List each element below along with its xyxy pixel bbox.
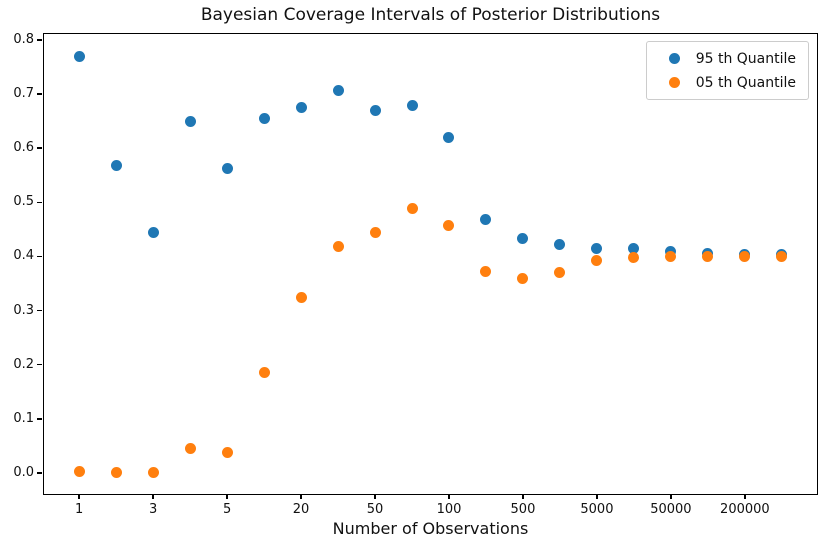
data-point-05th (776, 250, 788, 262)
data-point-95th (110, 160, 122, 171)
legend-marker-05th-icon (668, 77, 680, 88)
data-point-05th (702, 250, 714, 262)
data-point-95th (73, 50, 85, 62)
data-point-95th (406, 99, 418, 111)
legend-marker-95th-icon (668, 53, 680, 64)
data-point-05th (443, 220, 455, 232)
legend-item-95th: 95 th Quantile (661, 48, 796, 69)
data-point-05th (517, 272, 529, 284)
y-tick-label: 0.5 (13, 194, 34, 210)
data-point-95th (258, 113, 270, 125)
x-tick-label: 500 (510, 502, 536, 517)
y-tick-label: 0.6 (13, 140, 34, 156)
plot-area: 95 th Quantile 05 th Quantile 0.0 0.1 0.2 0… (13, 32, 818, 517)
data-point-05th (110, 467, 122, 479)
data-point-05th (147, 467, 159, 479)
y-tick-mark (37, 201, 42, 204)
data-point-95th (295, 101, 307, 113)
y-tick-label: 0.7 (13, 86, 34, 102)
y-tick-label: 0.8 (13, 31, 34, 47)
data-point-05th (628, 252, 640, 263)
x-tick-mark (226, 494, 228, 499)
x-tick-label: 50000 (650, 502, 692, 517)
data-point-05th (369, 226, 381, 238)
data-point-05th (406, 202, 418, 214)
data-point-05th (665, 250, 677, 262)
data-point-05th (258, 367, 270, 379)
legend-item-05th: 05 th Quantile (661, 72, 796, 93)
data-point-95th (369, 104, 381, 116)
data-point-05th (739, 251, 751, 263)
data-point-95th (147, 226, 159, 238)
y-tick-label: 0.4 (13, 248, 34, 264)
x-tick-mark (78, 494, 80, 499)
data-point-05th (480, 265, 492, 277)
data-point-95th (554, 239, 566, 251)
data-point-05th (591, 255, 603, 267)
x-tick-mark (744, 494, 746, 499)
y-tick-label: 0.1 (13, 410, 34, 426)
data-point-95th (628, 243, 640, 255)
x-tick-mark (152, 494, 154, 499)
x-tick-mark (522, 494, 524, 499)
data-point-95th (443, 131, 455, 143)
x-tick-label: 200000 (720, 502, 770, 517)
data-point-95th (184, 115, 196, 127)
x-axis-label: Number of Observations (332, 519, 529, 538)
data-point-05th (332, 240, 344, 252)
y-tick-mark (37, 39, 42, 41)
x-tick-mark (596, 494, 598, 499)
x-tick-label: 5 (222, 502, 232, 517)
x-tick-label: 100 (436, 502, 462, 517)
chart-title: Bayesian Coverage Intervals of Posterior… (200, 5, 661, 25)
data-point-95th (332, 84, 344, 96)
y-tick-mark (37, 255, 42, 258)
x-tick-label: 50 (366, 502, 384, 517)
x-tick-label: 3 (148, 502, 158, 517)
x-tick-label: 20 (292, 502, 310, 517)
data-point-05th (554, 266, 566, 278)
legend-label-95th: 95 th Quantile (695, 50, 796, 67)
data-point-95th (591, 242, 603, 254)
y-tick-label: 0.2 (13, 356, 34, 372)
x-tick-label: 5000 (580, 502, 614, 517)
data-point-95th (517, 233, 529, 245)
data-point-05th (73, 466, 85, 478)
data-point-05th (295, 292, 307, 304)
data-point-05th (184, 442, 196, 454)
y-tick-mark (37, 363, 42, 366)
y-tick-mark (37, 147, 42, 149)
x-tick-mark (670, 494, 672, 499)
legend: 95 th Quantile 05 th Quantile (645, 41, 809, 100)
y-tick-mark (37, 472, 42, 474)
x-tick-label: 1 (75, 502, 84, 517)
x-tick-mark (300, 494, 302, 499)
legend-label-05th: 05 th Quantile (695, 74, 796, 91)
data-point-95th (221, 162, 233, 174)
x-tick-mark (448, 494, 450, 499)
y-tick-mark (37, 418, 42, 420)
y-tick-mark (37, 309, 42, 312)
y-tick-mark (37, 93, 42, 95)
x-tick-mark (374, 494, 376, 499)
data-point-05th (221, 447, 233, 459)
data-point-95th (480, 214, 492, 226)
y-tick-label: 0.0 (13, 464, 34, 480)
y-tick-label: 0.3 (13, 302, 34, 318)
